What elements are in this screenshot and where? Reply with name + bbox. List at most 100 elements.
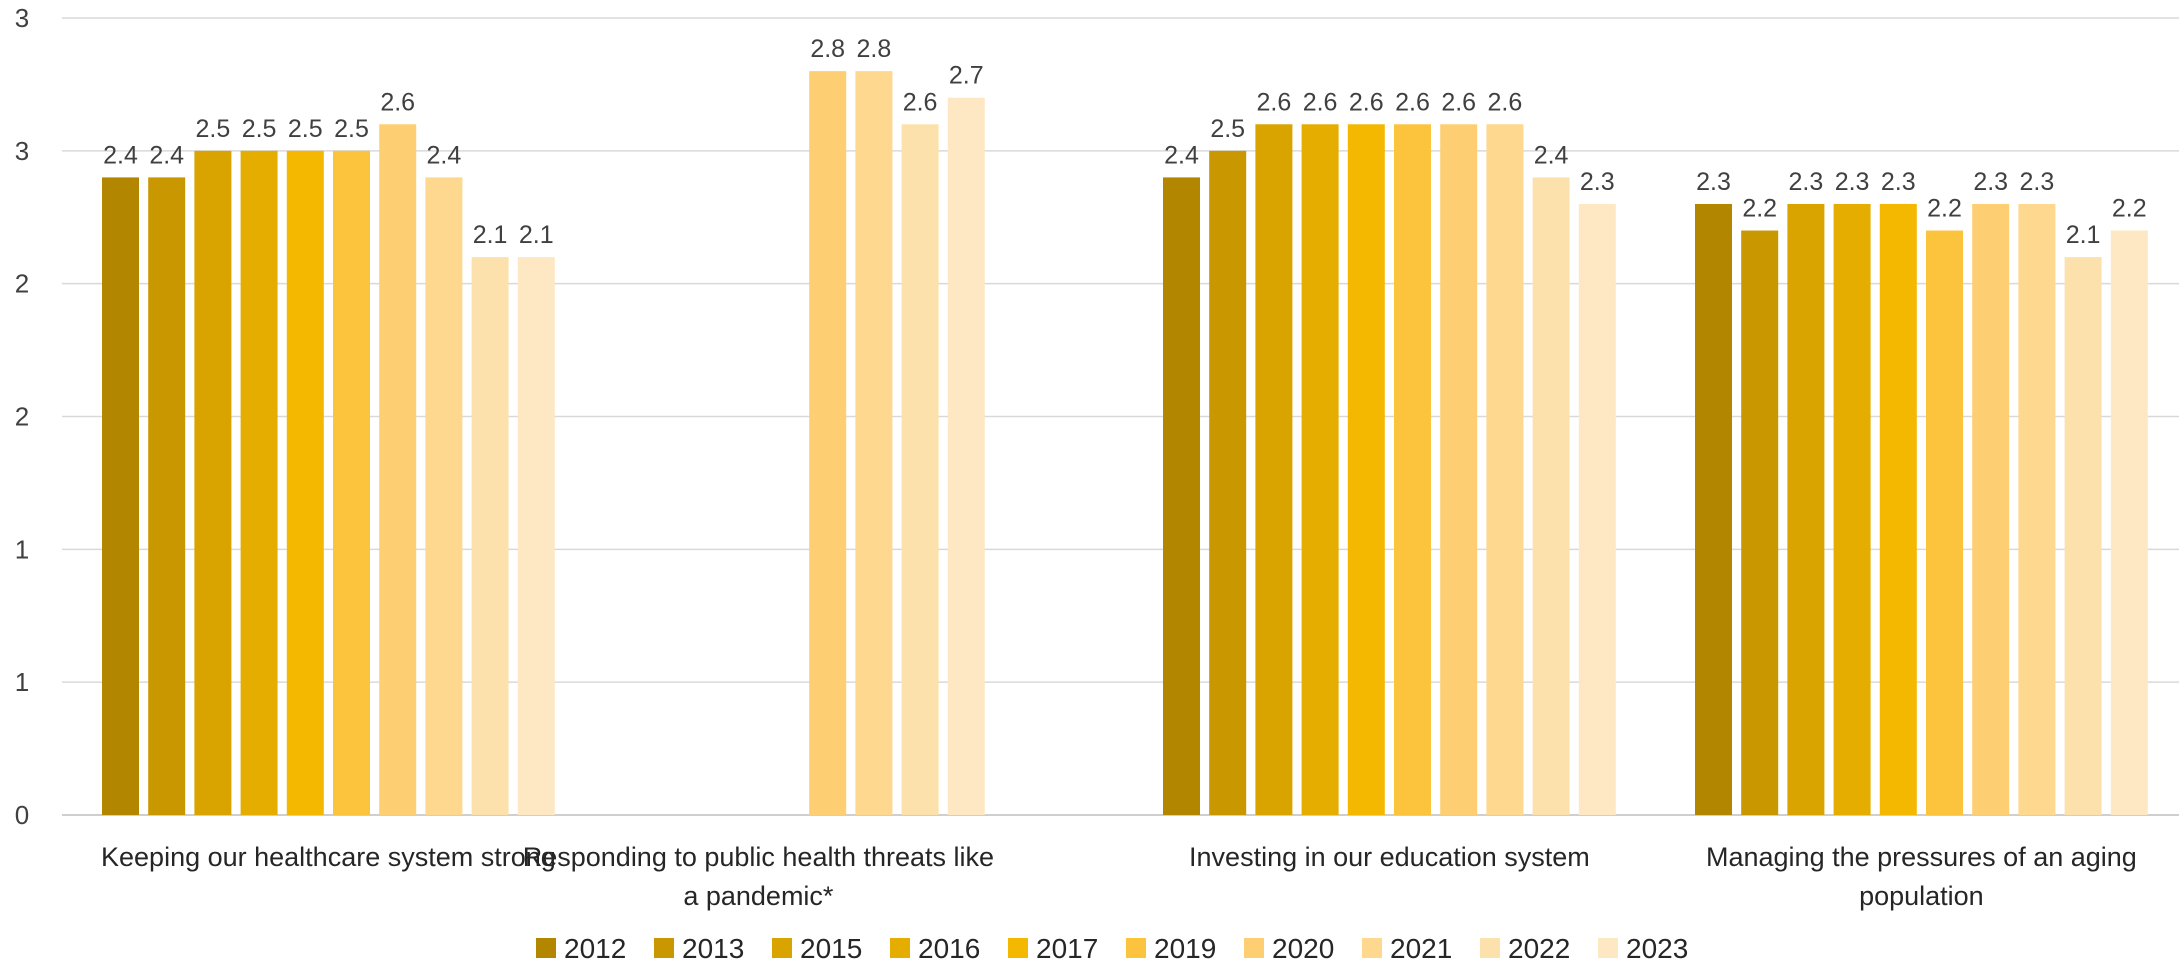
bar-2013-cat2 xyxy=(1209,150,1247,816)
x-axis-categories: Keeping our healthcare system strongResp… xyxy=(101,842,2137,911)
bar-2020-cat1 xyxy=(809,71,847,816)
data-label: 2.7 xyxy=(949,62,984,90)
bar-2015-cat0 xyxy=(194,150,232,816)
legend-label-2017: 2017 xyxy=(1036,933,1098,964)
bar-2013-cat0 xyxy=(148,177,186,815)
bar-2019-cat3 xyxy=(1926,230,1963,816)
bar-2012-cat3 xyxy=(1695,203,1732,815)
category-label: Keeping our healthcare system strong xyxy=(101,842,556,872)
data-label: 2.4 xyxy=(427,141,462,169)
bar-2020-cat0 xyxy=(379,124,417,816)
legend-label-2013: 2013 xyxy=(682,933,744,964)
bar-2023-cat2 xyxy=(1578,203,1616,815)
bar-2016-cat0 xyxy=(240,150,278,816)
data-label: 2.6 xyxy=(1488,88,1523,116)
bar-2020-cat3 xyxy=(1972,203,2010,815)
data-label: 2.5 xyxy=(196,115,231,143)
legend-label-2019: 2019 xyxy=(1154,933,1216,964)
data-labels-layer: 2.4 2.4 2.3 2.4 2.5 2.2 2.5 2.6 2.3 2.5 2.6 2.3 2.5 2… xyxy=(103,35,2147,249)
category-label: a pandemic* xyxy=(683,881,834,911)
data-label: 2.2 xyxy=(2112,195,2147,223)
data-label: 2.1 xyxy=(2066,221,2101,249)
legend-label-2023: 2023 xyxy=(1626,933,1688,964)
bar-2016-cat3 xyxy=(1833,203,1871,815)
data-label: 2.6 xyxy=(1349,88,1384,116)
data-label: 2.3 xyxy=(1696,168,1731,196)
data-label: 2.6 xyxy=(903,88,938,116)
bar-2015-cat2 xyxy=(1255,124,1293,816)
data-label: 2.3 xyxy=(1580,168,1615,196)
bars-layer xyxy=(102,71,2148,816)
bar-2022-cat3 xyxy=(2064,257,2102,816)
data-label: 2.3 xyxy=(2020,168,2055,196)
data-label: 2.4 xyxy=(1534,141,1569,169)
legend-swatch-2019 xyxy=(1126,938,1146,958)
y-axis-ticks: 0 1 1 2 2 3 3 xyxy=(15,3,29,830)
legend-swatch-2016 xyxy=(890,938,910,958)
data-label: 2.5 xyxy=(1210,115,1245,143)
data-label: 2.6 xyxy=(1303,88,1338,116)
data-label: 2.5 xyxy=(334,115,369,143)
data-label: 2.4 xyxy=(149,141,184,169)
data-label: 2.3 xyxy=(1789,168,1824,196)
bar-2012-cat0 xyxy=(102,177,139,815)
data-label: 2.2 xyxy=(1927,195,1962,223)
bar-2019-cat2 xyxy=(1394,124,1431,816)
category-label: Responding to public health threats like xyxy=(523,842,994,872)
category-label: Managing the pressures of an aging xyxy=(1706,842,2137,872)
data-label: 2.4 xyxy=(103,141,138,169)
y-tick-label: 2 xyxy=(15,269,29,299)
bar-2022-cat2 xyxy=(1532,177,1570,815)
bar-2017-cat2 xyxy=(1347,124,1385,816)
bar-2015-cat3 xyxy=(1787,203,1825,815)
bar-2021-cat2 xyxy=(1486,124,1524,816)
y-tick-label: 3 xyxy=(15,136,29,166)
data-label: 2.3 xyxy=(1881,168,1916,196)
data-label: 2.1 xyxy=(473,221,508,249)
legend-swatch-2020 xyxy=(1244,938,1264,958)
bar-2021-cat1 xyxy=(855,71,893,816)
bar-2019-cat0 xyxy=(333,150,370,816)
bar-2016-cat2 xyxy=(1301,124,1339,816)
bar-2020-cat2 xyxy=(1440,124,1478,816)
data-label: 2.6 xyxy=(1395,88,1430,116)
data-label: 2.5 xyxy=(288,115,323,143)
legend-label-2020: 2020 xyxy=(1272,933,1334,964)
legend-swatch-2023 xyxy=(1598,938,1618,958)
data-label: 2.2 xyxy=(1742,195,1777,223)
legend-swatch-2021 xyxy=(1362,938,1382,958)
data-label: 2.3 xyxy=(1973,168,2008,196)
legend-label-2015: 2015 xyxy=(800,933,862,964)
y-tick-label: 2 xyxy=(15,402,29,432)
legend-swatch-2012 xyxy=(536,938,556,958)
data-label: 2.6 xyxy=(1257,88,1292,116)
data-label: 2.5 xyxy=(242,115,277,143)
bar-2022-cat0 xyxy=(471,257,509,816)
bar-2022-cat1 xyxy=(901,124,939,816)
bar-2021-cat0 xyxy=(425,177,463,815)
y-tick-label: 1 xyxy=(15,667,29,697)
data-label: 2.1 xyxy=(519,221,554,249)
bar-2017-cat0 xyxy=(286,150,324,816)
y-tick-label: 3 xyxy=(15,3,29,33)
legend-label-2016: 2016 xyxy=(918,933,980,964)
data-label: 2.3 xyxy=(1835,168,1870,196)
legend: 2012 2013 2015 2016 2017 2019 2020 2021 2022 2023 xyxy=(536,933,1688,964)
category-label: Investing in our education system xyxy=(1189,842,1590,872)
data-label: 2.6 xyxy=(1441,88,1476,116)
bar-2023-cat3 xyxy=(2110,230,2148,816)
legend-label-2012: 2012 xyxy=(564,933,626,964)
legend-swatch-2017 xyxy=(1008,938,1028,958)
bar-2023-cat0 xyxy=(517,257,555,816)
y-tick-label: 1 xyxy=(15,534,29,564)
legend-swatch-2013 xyxy=(654,938,674,958)
bar-2023-cat1 xyxy=(947,97,985,815)
category-label: population xyxy=(1859,881,1984,911)
bar-2017-cat3 xyxy=(1879,203,1917,815)
legend-label-2022: 2022 xyxy=(1508,933,1570,964)
legend-label-2021: 2021 xyxy=(1390,933,1452,964)
bar-2013-cat3 xyxy=(1741,230,1779,816)
bar-2012-cat2 xyxy=(1163,177,1200,815)
